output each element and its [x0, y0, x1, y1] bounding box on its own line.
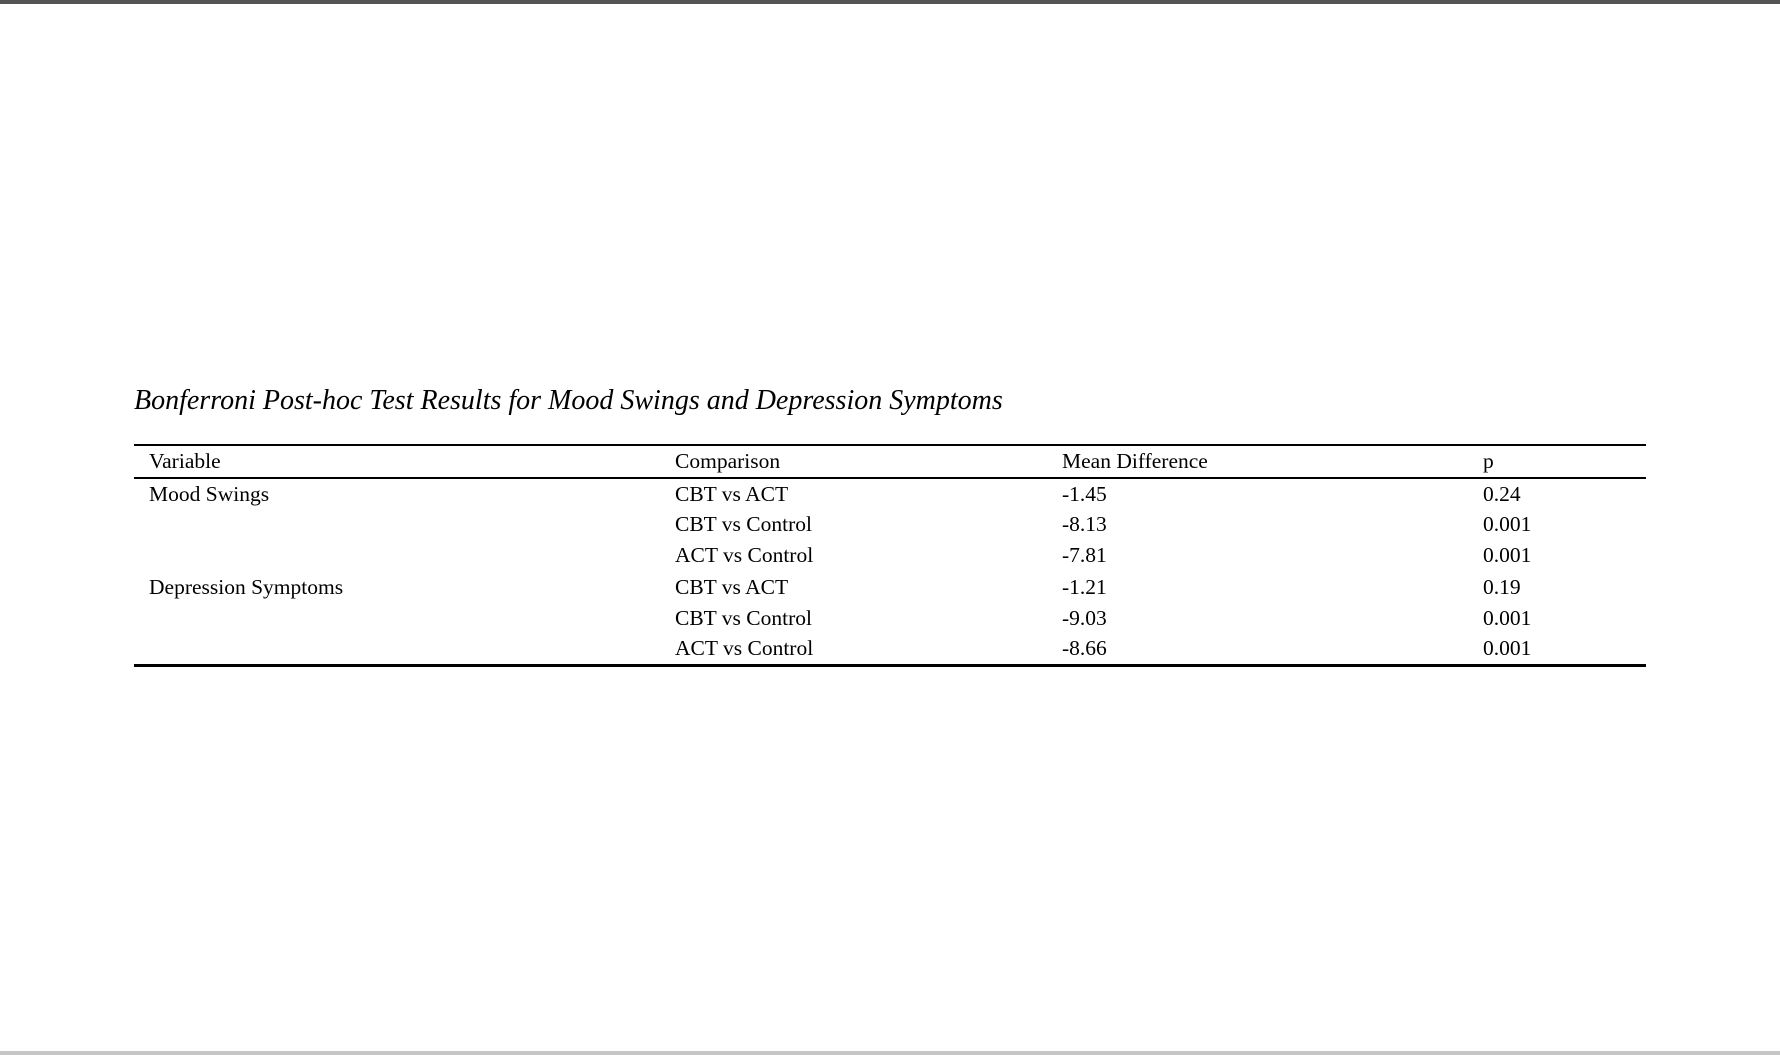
cell-comparison: ACT vs Control	[675, 543, 814, 568]
cell-variable	[134, 509, 675, 540]
cell-comparison: CBT vs ACT	[675, 574, 789, 599]
window-bottom-edge	[0, 1051, 1780, 1055]
cell-variable	[134, 634, 675, 665]
cell-p: 0.24	[1483, 481, 1521, 506]
table-row: Depression Symptoms CBT vs ACT -1.21 0.1…	[134, 572, 1646, 603]
column-header-mean-difference: Mean Difference	[1062, 445, 1483, 479]
cell-mean-difference: -1.21	[1062, 574, 1107, 599]
cell-mean-difference: -9.03	[1062, 605, 1107, 630]
cell-variable	[134, 603, 675, 634]
cell-variable	[134, 540, 675, 571]
table-title: Bonferroni Post-hoc Test Results for Moo…	[134, 385, 1003, 416]
column-header-comparison: Comparison	[675, 445, 1062, 479]
cell-p: 0.001	[1483, 605, 1532, 630]
cell-p: 0.001	[1483, 543, 1532, 568]
cell-mean-difference: -1.45	[1062, 481, 1107, 506]
cell-p: 0.19	[1483, 574, 1521, 599]
cell-mean-difference: -7.81	[1062, 543, 1107, 568]
cell-p: 0.001	[1483, 636, 1532, 661]
cell-variable: Mood Swings	[149, 481, 270, 506]
cell-comparison: CBT vs ACT	[675, 481, 789, 506]
cell-mean-difference: -8.13	[1062, 512, 1107, 537]
window-top-edge	[0, 0, 1780, 4]
cell-mean-difference: -8.66	[1062, 636, 1107, 661]
cell-variable: Depression Symptoms	[149, 574, 344, 599]
cell-comparison: CBT vs Control	[675, 512, 812, 537]
table-row: ACT vs Control -8.66 0.001	[134, 634, 1646, 665]
table-row: Mood Swings CBT vs ACT -1.45 0.24	[134, 478, 1646, 509]
cell-comparison: ACT vs Control	[675, 636, 814, 661]
column-header-variable: Variable	[134, 445, 675, 479]
table-row: CBT vs Control -9.03 0.001	[134, 603, 1646, 634]
table-row: ACT vs Control -7.81 0.001	[134, 540, 1646, 571]
cell-p: 0.001	[1483, 512, 1532, 537]
table-header-row: Variable Comparison Mean Difference p	[134, 445, 1646, 479]
column-header-p: p	[1483, 445, 1646, 479]
cell-comparison: CBT vs Control	[675, 605, 812, 630]
table-row: CBT vs Control -8.13 0.001	[134, 509, 1646, 540]
posthoc-results-table: Variable Comparison Mean Difference p Mo…	[134, 444, 1646, 667]
